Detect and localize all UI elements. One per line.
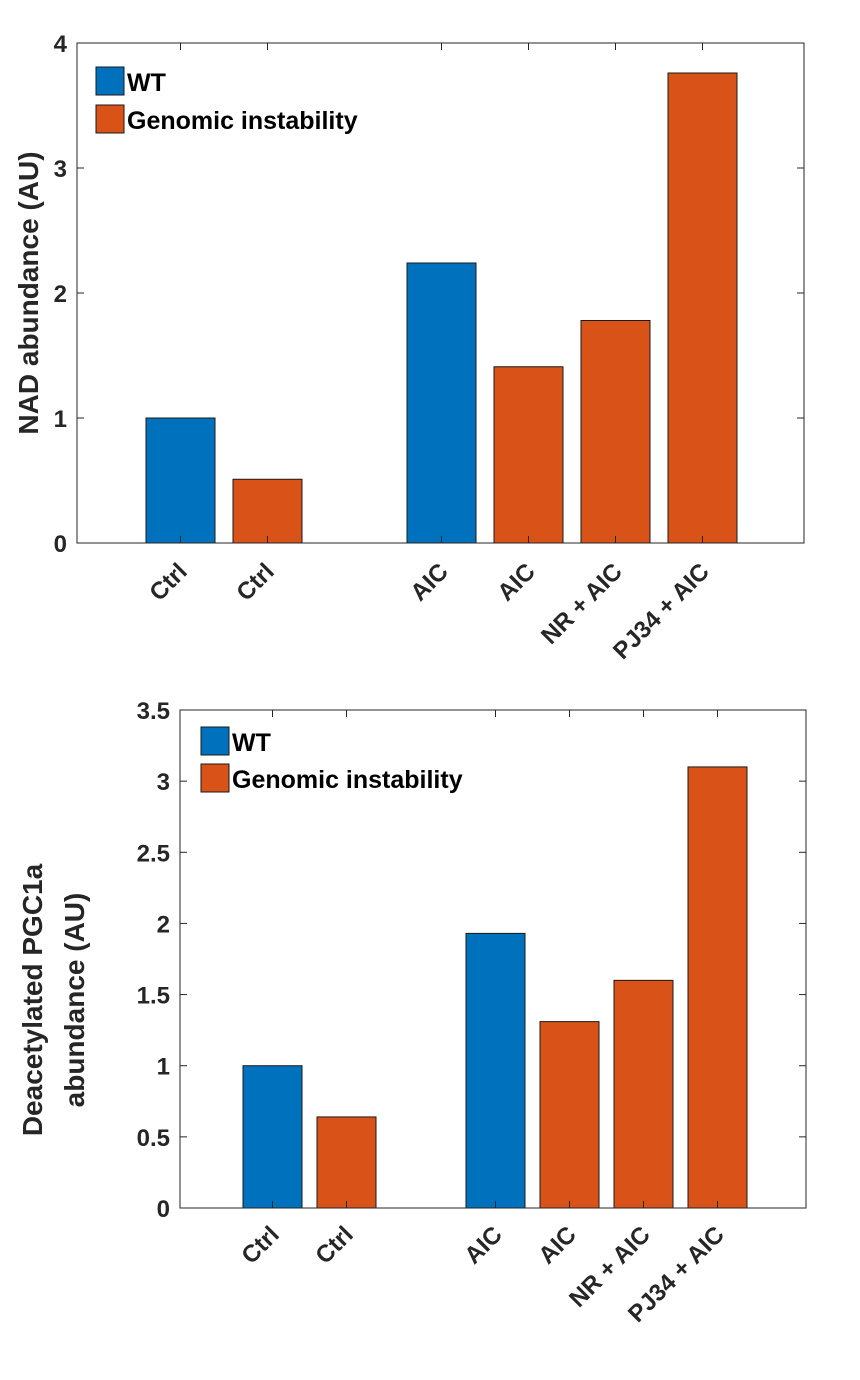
y-tick-label: 3 [157, 769, 170, 796]
legend-swatch [200, 726, 230, 756]
bar-3 [465, 932, 526, 1209]
y-axis-title: Deacetylated PGC1a [17, 863, 48, 1136]
legend-label: Genomic instability [232, 766, 463, 794]
category-label: Ctrl [236, 1221, 284, 1269]
category-label: Ctrl [144, 558, 192, 606]
y-tick-label: 3 [54, 156, 67, 183]
category-label: AIC [459, 1221, 507, 1269]
axes-box [179, 709, 807, 1209]
bar-4 [493, 366, 564, 544]
bar-1 [242, 1065, 303, 1209]
bar-4 [539, 1021, 600, 1209]
y-tick-label: 2.5 [137, 840, 170, 867]
bar-2 [316, 1116, 377, 1209]
category-label: AIC [533, 1221, 581, 1269]
bar-6 [687, 766, 748, 1209]
legend-swatch [95, 66, 125, 96]
category-label: Ctrl [310, 1221, 358, 1269]
category-label: Ctrl [231, 558, 279, 606]
y-tick-label: 1 [157, 1054, 170, 1081]
bar-6 [667, 72, 738, 544]
y-tick-label: 4 [54, 31, 68, 58]
legend-label: WT [232, 729, 271, 757]
legend-label: Genomic instability [127, 107, 358, 135]
legend-label: WT [127, 69, 166, 97]
bar-5 [580, 320, 651, 544]
y-axis-title: NAD abundance (AU) [13, 151, 44, 434]
legend-swatch [200, 763, 230, 793]
category-label: AIC [492, 558, 540, 606]
y-tick-label: 1.5 [137, 983, 170, 1010]
y-tick-label: 0 [157, 1196, 170, 1223]
category-label: NR + AIC [536, 558, 628, 650]
bar-3 [406, 262, 477, 544]
y-tick-label: 3.5 [137, 698, 170, 725]
y-tick-label: 1 [54, 406, 67, 433]
category-label: AIC [405, 558, 453, 606]
y-tick-label: 2 [157, 911, 170, 938]
y-axis-title: abundance (AU) [59, 893, 90, 1108]
bar-2 [232, 478, 303, 544]
y-tick-label: 0.5 [137, 1125, 170, 1152]
legend-swatch [95, 104, 125, 134]
bar-1 [145, 417, 216, 544]
y-tick-label: 0 [54, 531, 67, 558]
y-tick-label: 2 [54, 281, 67, 308]
bar-5 [613, 979, 674, 1209]
